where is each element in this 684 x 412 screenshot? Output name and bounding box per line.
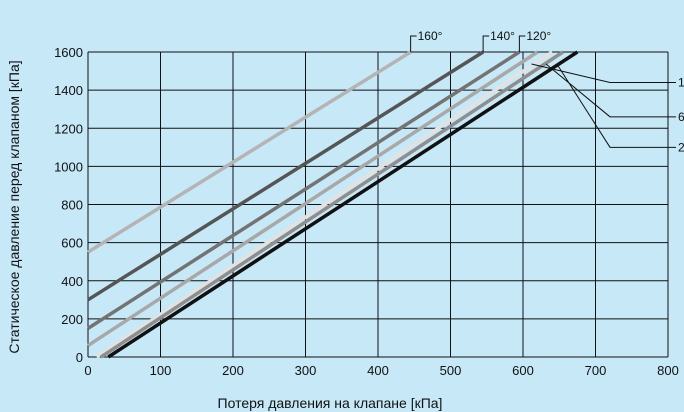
x-tick-label: 800 bbox=[657, 363, 679, 378]
series-line-3 bbox=[87, 50, 521, 330]
series-line-4 bbox=[87, 50, 539, 348]
x-tick-label: 500 bbox=[440, 363, 462, 378]
y-tick-label: 0 bbox=[76, 350, 83, 365]
y-tick-labels: 0 200 400 600 800 1000 1200 1400 1600 bbox=[54, 45, 83, 365]
x-tick-labels: 0 100 200 300 400 500 600 700 800 bbox=[84, 363, 678, 378]
x-tick-label: 200 bbox=[222, 363, 244, 378]
series-line-7 bbox=[107, 50, 579, 359]
y-tick-label: 800 bbox=[61, 198, 83, 213]
x-tick-label: 700 bbox=[585, 363, 607, 378]
y-tick-label: 600 bbox=[61, 236, 83, 251]
x-axis-label: Потеря давления на клапане [кПа] bbox=[218, 395, 443, 411]
curve-number-label: 6 bbox=[678, 110, 684, 124]
series-line-6 bbox=[100, 50, 564, 359]
x-tick-label: 0 bbox=[84, 363, 91, 378]
leader-line bbox=[556, 63, 676, 148]
y-axis-label: Статическое давление перед клапаном [кПа… bbox=[6, 60, 22, 353]
temp-label-connector bbox=[518, 35, 526, 52]
y-tick-label: 1000 bbox=[54, 159, 83, 174]
x-tick-label: 600 bbox=[512, 363, 534, 378]
temp-label: 140° bbox=[490, 29, 515, 43]
x-tick-label: 400 bbox=[367, 363, 389, 378]
y-tick-label: 1600 bbox=[54, 45, 83, 60]
grid bbox=[87, 51, 669, 358]
series-line-5 bbox=[95, 50, 553, 359]
series-line-2 bbox=[87, 50, 485, 302]
y-tick-label: 1200 bbox=[54, 121, 83, 136]
annotations: 160° 140° 120° 1 6 2 bbox=[410, 29, 684, 154]
temp-label-connector bbox=[482, 35, 490, 52]
temp-label: 160° bbox=[418, 29, 443, 43]
series-line-1 bbox=[87, 50, 412, 254]
y-tick-label: 200 bbox=[61, 312, 83, 327]
x-tick-label: 100 bbox=[150, 363, 172, 378]
y-tick-label: 1400 bbox=[54, 83, 83, 98]
x-tick-label: 300 bbox=[295, 363, 317, 378]
curve-number-label: 1 bbox=[678, 76, 684, 90]
temp-label: 120° bbox=[526, 29, 551, 43]
series-group bbox=[87, 50, 579, 359]
curve-number-label: 2 bbox=[678, 140, 684, 154]
y-tick-label: 400 bbox=[61, 274, 83, 289]
leader-line bbox=[545, 63, 676, 118]
leader-line bbox=[531, 63, 676, 83]
temp-label-connector bbox=[410, 35, 417, 52]
